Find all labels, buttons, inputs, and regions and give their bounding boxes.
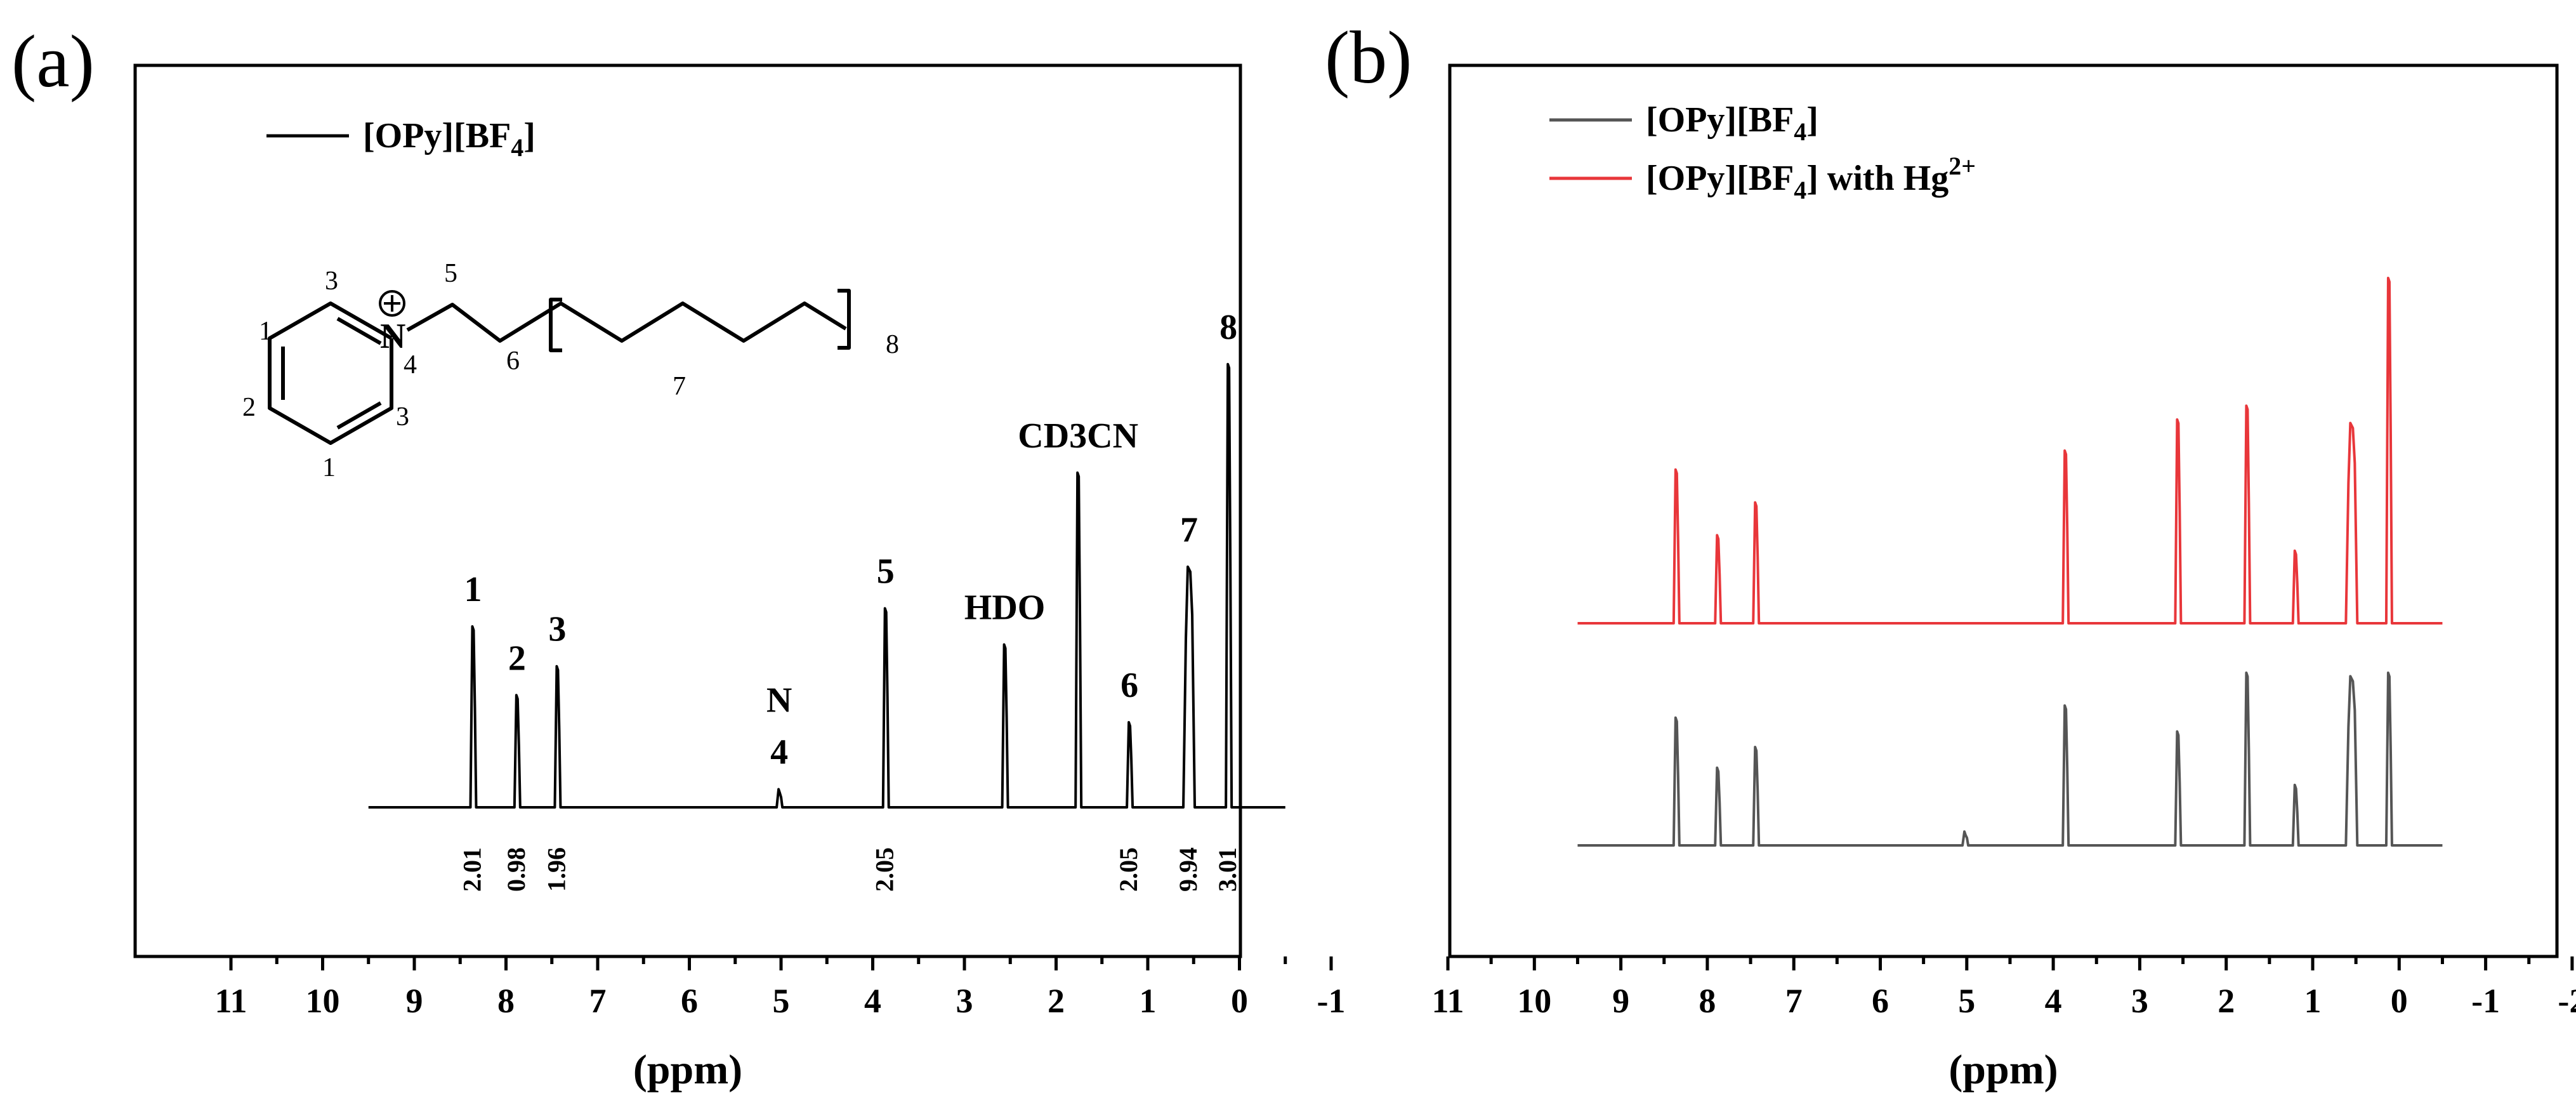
structure-label: 2 <box>242 393 256 422</box>
peak-label: N <box>766 681 792 720</box>
peak-label: 3 <box>548 610 566 649</box>
nitrogen-atom-label: N <box>380 317 405 356</box>
repeat-bracket-left <box>549 298 562 352</box>
panel-b-chart: 11109876543210-1-2(ppm)[OPy][BF4][OPy][B… <box>1431 63 2576 1093</box>
x-tick-label: 5 <box>1958 982 1975 1020</box>
x-tick-label: 9 <box>1612 982 1629 1020</box>
structure-label: 5 <box>444 259 457 288</box>
legend-label-tail: ] <box>523 116 536 155</box>
x-tick-label: 10 <box>1517 982 1551 1020</box>
plot-frame <box>133 63 1242 958</box>
integration-value: 0.98 <box>502 847 530 892</box>
x-tick-label: 2 <box>2218 982 2235 1020</box>
x-tick-label: 6 <box>1872 982 1889 1020</box>
legend-label: [OPy][BF4] with Hg2+ <box>1646 152 1976 204</box>
ring-double-bond <box>336 317 382 345</box>
structure-label: 7 <box>673 372 686 401</box>
x-tick-label: 7 <box>589 982 607 1020</box>
octylpyridinium-structure <box>268 289 851 445</box>
x-tick-label: 3 <box>2131 982 2148 1020</box>
legend-label-sub: 4 <box>511 133 523 162</box>
x-tick-label: 11 <box>214 982 247 1020</box>
octyl-chain <box>406 301 847 343</box>
legend-label-sub: 4 <box>1794 117 1806 146</box>
spectrum-line <box>1577 671 2443 847</box>
peak-label: 4 <box>770 733 788 772</box>
x-tick-label: 7 <box>1785 982 1803 1020</box>
x-tick-label: -1 <box>1317 982 1346 1020</box>
legend-label-main: [OPy][BF <box>1646 159 1794 198</box>
x-tick-label: 1 <box>1140 982 1157 1020</box>
spectrum-line <box>1577 277 2443 625</box>
plot-frame <box>1448 63 2559 958</box>
legend-label-main: [OPy][BF <box>363 116 511 155</box>
legend-label-sup: 2+ <box>1948 152 1976 180</box>
integration-value: 9.94 <box>1174 847 1202 892</box>
panel-a-label: (a) <box>11 20 95 103</box>
x-tick-label: 10 <box>306 982 340 1020</box>
peak-label: 1 <box>464 570 482 609</box>
legend-label: [OPy][BF4] <box>363 116 536 162</box>
x-tick-label: 1 <box>2304 982 2322 1020</box>
x-tick-label: 8 <box>497 982 515 1020</box>
spectrum-line <box>368 362 1285 809</box>
x-tick-label: -1 <box>2471 982 2500 1020</box>
peak-label: 8 <box>1219 308 1237 347</box>
x-tick-label: 4 <box>864 982 881 1020</box>
structure-label: 3 <box>325 267 338 296</box>
legend-label: [OPy][BF4] <box>1646 100 1818 146</box>
structure-label: 6 <box>506 347 520 376</box>
structure-label: 3 <box>396 402 409 432</box>
x-tick-label: 2 <box>1048 982 1065 1020</box>
integration-value: 2.05 <box>1114 847 1143 892</box>
x-tick-label: 4 <box>2045 982 2062 1020</box>
x-axis-label: (ppm) <box>633 1047 742 1093</box>
integration-value: 2.05 <box>871 847 899 892</box>
peak-label: 7 <box>1180 510 1198 550</box>
peak-label: HDO <box>964 588 1046 628</box>
peak-label: 2 <box>508 638 526 678</box>
peak-label: CD3CN <box>1018 416 1138 456</box>
peak-label: 6 <box>1120 666 1138 705</box>
integration-value: 3.01 <box>1213 847 1242 892</box>
integration-value: 1.96 <box>542 847 570 892</box>
x-tick-label: 8 <box>1699 982 1716 1020</box>
structure-label: 8 <box>886 330 899 359</box>
x-tick-label: 0 <box>2391 982 2408 1020</box>
x-tick-label: -2 <box>2558 982 2576 1020</box>
structure-label: 1 <box>322 453 336 482</box>
positive-charge-icon <box>379 290 405 317</box>
x-tick-label: 0 <box>1231 982 1248 1020</box>
x-tick-label: 5 <box>773 982 790 1020</box>
x-axis-label: (ppm) <box>1948 1047 2058 1093</box>
repeat-bracket-right <box>838 289 851 350</box>
x-tick-label: 11 <box>1431 982 1464 1020</box>
legend-label-tail: ] with Hg <box>1806 159 1948 198</box>
structure-label: 4 <box>404 350 417 380</box>
x-tick-label: 3 <box>956 982 973 1020</box>
x-tick-label: 6 <box>681 982 698 1020</box>
ring-double-bond <box>336 401 382 430</box>
pyridine-ring <box>268 301 393 445</box>
legend-label-main: [OPy][BF <box>1646 100 1794 140</box>
panel-a-chart: 11 10 9 8 7 6 5 4 3 2 1 0 -1(ppm)[OPy][BF4]123N45HDO… <box>133 63 1346 1093</box>
integration-value: 2.01 <box>457 847 486 892</box>
panel-b-label: (b) <box>1325 16 1412 99</box>
peak-label: 5 <box>877 552 895 592</box>
structure-label: 1 <box>259 317 272 346</box>
legend-label-sub: 4 <box>1794 176 1806 204</box>
legend-label-tail: ] <box>1806 100 1818 140</box>
x-tick-label: 9 <box>406 982 423 1020</box>
